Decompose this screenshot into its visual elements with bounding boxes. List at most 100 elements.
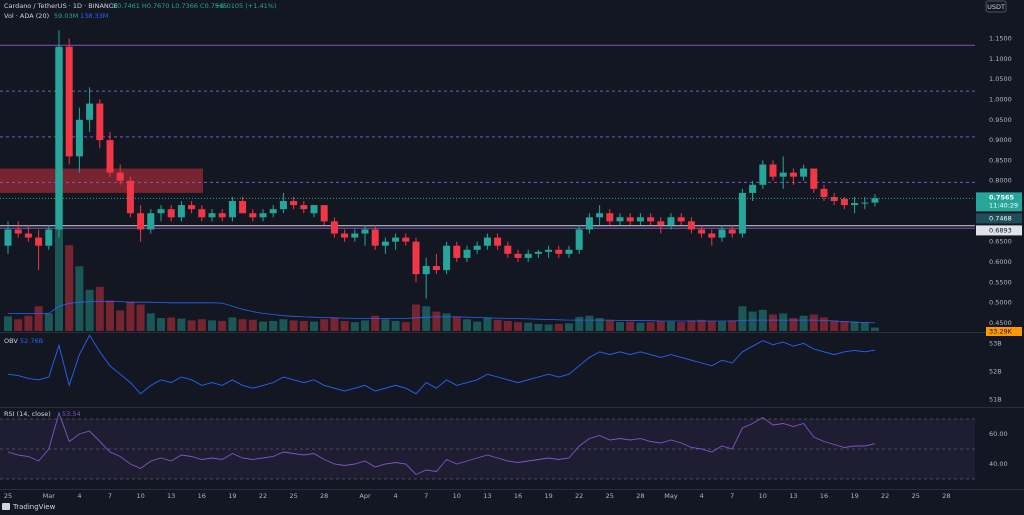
candle-body bbox=[626, 217, 634, 222]
candle-body bbox=[800, 168, 808, 177]
countdown-label: 11:40:29 bbox=[989, 201, 1018, 209]
x-tick-label: 7 bbox=[730, 492, 734, 500]
candle-body bbox=[177, 205, 185, 218]
x-tick-label: 28 bbox=[942, 492, 950, 500]
candle-body bbox=[86, 103, 94, 120]
volume-bar bbox=[34, 306, 43, 331]
volume-legend: Vol · ADA (20) bbox=[4, 12, 49, 20]
candle-body bbox=[606, 213, 614, 222]
last-price-label: 0.7565 bbox=[989, 193, 1015, 201]
volume-bar bbox=[238, 319, 247, 331]
candle-body bbox=[341, 233, 349, 238]
volume-bar bbox=[197, 319, 206, 331]
volume-bar bbox=[575, 316, 584, 331]
candle-body bbox=[96, 103, 104, 141]
candle-body bbox=[300, 205, 308, 210]
x-tick-label: 28 bbox=[636, 492, 644, 500]
candle-body bbox=[565, 249, 573, 254]
candle-body bbox=[228, 201, 236, 218]
x-tick-label: 25 bbox=[606, 492, 614, 500]
volume-bar bbox=[248, 319, 257, 331]
x-tick-label: 4 bbox=[394, 492, 398, 500]
volume-bar bbox=[779, 313, 788, 331]
candle-body bbox=[157, 209, 165, 214]
volume-bar bbox=[269, 321, 278, 331]
obv-line bbox=[7, 334, 876, 395]
volume-bar bbox=[340, 321, 349, 331]
candle-body bbox=[789, 172, 797, 177]
x-tick-label: 13 bbox=[483, 492, 491, 500]
candle-body bbox=[116, 172, 124, 181]
candle-body bbox=[392, 237, 400, 242]
volume-bar bbox=[391, 321, 400, 331]
candle-body bbox=[361, 229, 369, 234]
x-tick-label: 16 bbox=[514, 492, 522, 500]
volume-bar bbox=[514, 322, 522, 331]
x-tick-label: 13 bbox=[789, 492, 797, 500]
volume-bar bbox=[677, 322, 686, 331]
y-tick-label: 0.4500 bbox=[989, 319, 1012, 327]
volume-bar bbox=[707, 321, 716, 331]
candle-body bbox=[198, 209, 206, 218]
volume-bar bbox=[789, 318, 798, 331]
volume-bar bbox=[442, 313, 451, 331]
candle-body bbox=[504, 245, 512, 254]
volume-bar bbox=[218, 321, 227, 331]
price-tag bbox=[976, 225, 1022, 236]
candle-body bbox=[453, 245, 461, 258]
y-tick-label: 60.00 bbox=[989, 430, 1008, 438]
obv-title: OBV bbox=[4, 337, 18, 345]
volume-ma-value: 138.33M bbox=[80, 12, 108, 20]
volume-bar bbox=[718, 321, 726, 331]
candle-body bbox=[208, 213, 216, 218]
volume-bar bbox=[95, 286, 104, 331]
volume-bar bbox=[259, 321, 267, 331]
x-tick-label: 28 bbox=[320, 492, 328, 500]
volume-bar bbox=[860, 322, 869, 331]
y-tick-label: 52B bbox=[989, 367, 1002, 375]
x-tick-label: 22 bbox=[575, 492, 583, 500]
unit-label: USDT bbox=[987, 3, 1005, 11]
footer-brand: TradingView bbox=[12, 503, 56, 511]
candle-body bbox=[861, 202, 869, 204]
candle-body bbox=[545, 249, 553, 252]
x-tick-label: 16 bbox=[820, 492, 828, 500]
candle-body bbox=[779, 172, 787, 177]
candle-body bbox=[820, 188, 828, 197]
candle-body bbox=[351, 233, 359, 238]
candle-body bbox=[636, 217, 644, 222]
volume-bar bbox=[146, 313, 155, 331]
volume-bar bbox=[493, 319, 502, 331]
x-tick-label: 25 bbox=[4, 492, 12, 500]
supply-zone bbox=[0, 168, 203, 193]
volume-bar bbox=[738, 306, 747, 331]
candle-body bbox=[575, 229, 583, 250]
volume-bar bbox=[75, 266, 84, 331]
volume-bar bbox=[167, 317, 176, 331]
volume-bar bbox=[554, 323, 563, 331]
price-tag-label: 0.7468 bbox=[989, 214, 1012, 222]
y-tick-label: 1.0000 bbox=[989, 96, 1012, 104]
y-tick-label: 0.8000 bbox=[989, 177, 1012, 185]
candle-body bbox=[596, 213, 604, 218]
candle-body bbox=[310, 205, 318, 214]
x-tick-label: 25 bbox=[912, 492, 920, 500]
volume-bar bbox=[106, 300, 114, 331]
candle-body bbox=[249, 213, 257, 218]
candle-body bbox=[616, 217, 624, 222]
volume-bar bbox=[585, 315, 594, 331]
volume-bar bbox=[136, 304, 145, 331]
rsi-line bbox=[7, 411, 876, 476]
candle-body bbox=[483, 237, 491, 246]
y-tick-label: 0.6500 bbox=[989, 238, 1012, 246]
volume-bar bbox=[595, 318, 604, 331]
candle-body bbox=[871, 198, 879, 203]
x-tick-label: Apr bbox=[359, 492, 371, 500]
volume-bar bbox=[799, 315, 808, 331]
x-tick-label: 7 bbox=[108, 492, 112, 500]
volume-bar bbox=[208, 320, 216, 331]
extra-tag-label: 33.29K bbox=[989, 328, 1013, 336]
candle-body bbox=[463, 249, 471, 258]
volume-bar bbox=[748, 311, 757, 331]
candle-body bbox=[320, 205, 328, 222]
